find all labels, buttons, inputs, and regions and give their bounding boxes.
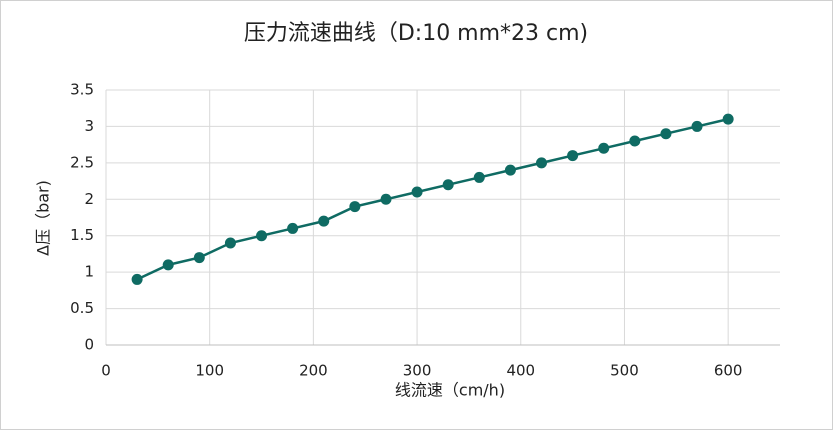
y-tick-label: 3: [84, 117, 94, 135]
data-point: [349, 201, 361, 213]
data-point: [629, 135, 641, 147]
data-point: [318, 215, 330, 227]
x-tick-label: 400: [506, 362, 535, 380]
data-point: [256, 230, 268, 242]
data-point: [722, 113, 734, 125]
y-tick-label: 2: [84, 190, 94, 208]
data-point: [598, 142, 610, 154]
data-point: [473, 171, 485, 183]
x-tick-label: 100: [195, 362, 224, 380]
data-point: [691, 120, 703, 132]
x-tick-label: 500: [610, 362, 639, 380]
data-point: [567, 150, 579, 162]
data-point: [380, 193, 392, 205]
x-tick-label: 200: [299, 362, 328, 380]
data-point: [287, 222, 299, 234]
data-point: [504, 164, 516, 176]
y-axis-label: Δ压（bar): [34, 180, 53, 256]
y-tick-label: 0: [84, 336, 94, 354]
x-axis-label: 线流速（cm/h): [395, 381, 505, 400]
data-point: [131, 273, 143, 285]
x-tick-label: 0: [101, 362, 111, 380]
data-point: [536, 157, 548, 169]
y-tick-label: 3.5: [70, 81, 94, 99]
chart-title: 压力流速曲线（D:10 mm*23 cm): [244, 21, 588, 46]
data-point: [660, 128, 672, 140]
data-point: [411, 186, 423, 198]
y-tick-label: 2.5: [70, 153, 94, 171]
y-tick-label: 1.5: [70, 226, 94, 244]
data-point: [224, 237, 236, 249]
x-tick-label: 600: [714, 362, 743, 380]
y-tick-label: 1: [84, 263, 94, 281]
y-tick-label: 0.5: [70, 299, 94, 317]
data-point: [442, 179, 454, 191]
data-point: [193, 252, 205, 264]
data-point: [162, 259, 174, 271]
x-tick-label: 300: [403, 362, 432, 380]
